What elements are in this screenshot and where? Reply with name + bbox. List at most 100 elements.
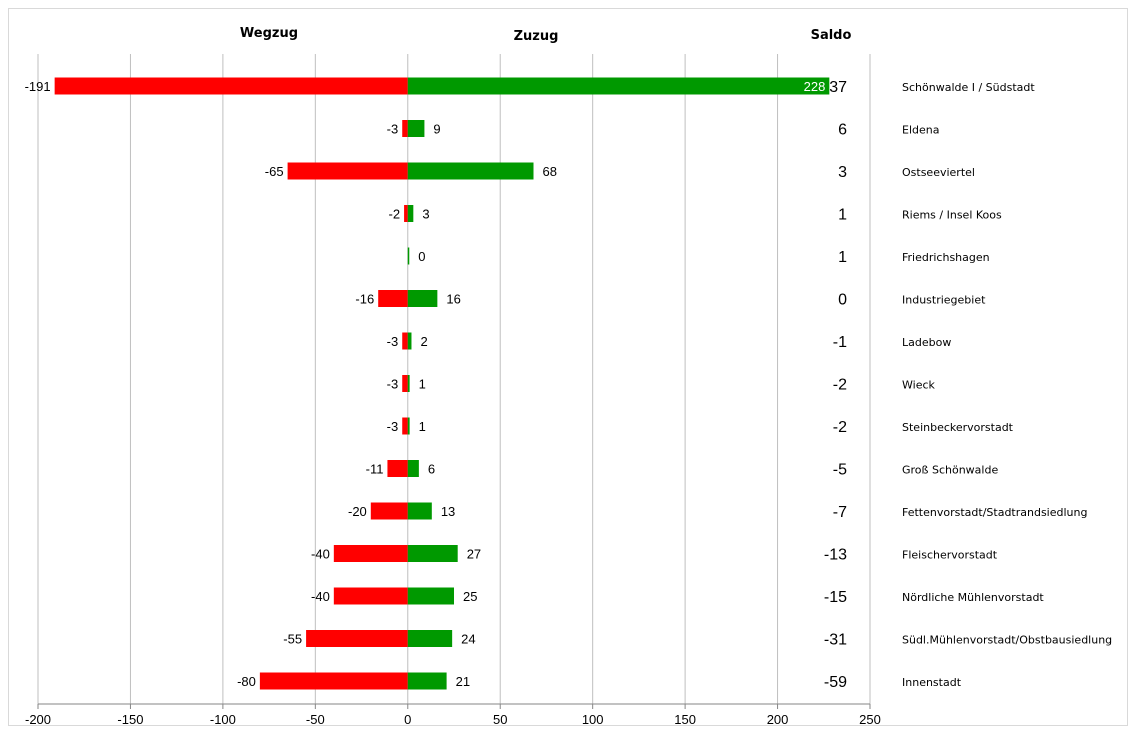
category-label: Industriegebiet bbox=[902, 294, 986, 307]
chart-area: -191 228 -3 9 -65 68 -2 3 0 -16 16 -3 2 -3 1 -3 1 -11 6 -20… bbox=[8, 8, 1128, 727]
saldo-value: 37 bbox=[829, 79, 847, 96]
header-zuzug: Zuzug bbox=[514, 29, 559, 44]
data-label-zuzug: 25 bbox=[463, 589, 477, 604]
bar-wegzug bbox=[333, 545, 408, 562]
category-label: Groß Schönwalde bbox=[902, 464, 998, 477]
data-label-wegzug: -3 bbox=[387, 419, 399, 434]
bar-wegzug bbox=[370, 502, 408, 520]
bar-zuzug bbox=[407, 587, 454, 605]
category-label: Schönwalde I / Südstadt bbox=[902, 81, 1035, 94]
saldo-value: -1 bbox=[833, 334, 847, 351]
bar-zuzug bbox=[407, 77, 830, 95]
bar-wegzug bbox=[333, 587, 408, 605]
category-label: Nördliche Mühlenvorstadt bbox=[902, 591, 1044, 604]
saldo-values: 37 6 3 1 1 0 -1 -2 -2 -5 -7 -13 -15 -31 -59 bbox=[824, 79, 847, 691]
bar-wegzug bbox=[387, 460, 408, 477]
category-label: Eldena bbox=[902, 124, 939, 137]
bar-zuzug bbox=[407, 205, 414, 222]
bar-wegzug bbox=[402, 332, 408, 350]
category-labels: Schönwalde I / Südstadt Eldena Ostseeviert… bbox=[902, 81, 1112, 689]
x-tick-label: 150 bbox=[674, 712, 696, 727]
bar-wegzug bbox=[54, 77, 408, 95]
bar-wegzug bbox=[306, 630, 408, 647]
data-label-zuzug: 6 bbox=[428, 462, 435, 477]
data-label-wegzug: -20 bbox=[348, 504, 367, 519]
data-labels: -191 228 -3 9 -65 68 -2 3 0 -16 16 -3 2 -3 1 -3 1 -11 6 -20… bbox=[25, 79, 826, 689]
data-label-wegzug: -65 bbox=[265, 164, 284, 179]
category-label: Innenstadt bbox=[902, 676, 962, 689]
data-label-wegzug: -2 bbox=[389, 207, 401, 222]
x-tick-label: -200 bbox=[25, 712, 51, 727]
data-label-wegzug: -80 bbox=[237, 674, 256, 689]
bar-zuzug bbox=[407, 332, 412, 350]
data-label-zuzug: 24 bbox=[461, 632, 475, 647]
category-label: Südl.Mühlenvorstadt/Obstbausiedlung bbox=[902, 634, 1112, 647]
category-label: Wieck bbox=[902, 379, 936, 392]
saldo-value: -2 bbox=[833, 377, 847, 394]
data-label-wegzug: -191 bbox=[25, 79, 51, 94]
header-saldo: Saldo bbox=[811, 28, 852, 43]
x-tick-label: -50 bbox=[306, 712, 325, 727]
category-label: Ostseeviertel bbox=[902, 166, 975, 179]
bar-wegzug bbox=[404, 205, 408, 222]
data-label-zuzug: 0 bbox=[418, 249, 425, 264]
bar-zuzug bbox=[407, 630, 453, 647]
bar-zuzug bbox=[407, 672, 447, 690]
bar-zuzug bbox=[407, 247, 410, 265]
x-tick-label: -150 bbox=[117, 712, 143, 727]
data-label-zuzug: 1 bbox=[419, 419, 426, 434]
data-label-wegzug: -3 bbox=[387, 122, 399, 137]
data-label-zuzug: 2 bbox=[420, 334, 427, 349]
category-label: Steinbeckervorstadt bbox=[902, 421, 1014, 434]
x-tick-label: 100 bbox=[582, 712, 604, 727]
saldo-value: -59 bbox=[824, 674, 847, 691]
bar-zuzug bbox=[407, 502, 432, 520]
bar-zuzug bbox=[407, 545, 458, 562]
category-label: Friedrichshagen bbox=[902, 251, 990, 264]
saldo-value: 1 bbox=[838, 207, 847, 224]
category-label: Fettenvorstadt/Stadtrandsiedlung bbox=[902, 506, 1087, 519]
bar-zuzug bbox=[407, 375, 410, 392]
data-label-wegzug: -55 bbox=[283, 632, 302, 647]
category-label: Ladebow bbox=[902, 336, 951, 349]
x-tick-label: 250 bbox=[859, 712, 881, 727]
bar-wegzug bbox=[402, 417, 408, 435]
bar-wegzug bbox=[287, 162, 408, 180]
bar-zuzug bbox=[407, 120, 425, 137]
x-tick-label: 50 bbox=[493, 712, 507, 727]
bar-zuzug bbox=[407, 162, 534, 180]
x-tick-label: 200 bbox=[767, 712, 789, 727]
bar-zuzug bbox=[407, 290, 438, 307]
bar-wegzug bbox=[402, 120, 408, 137]
data-label-zuzug: 13 bbox=[441, 504, 455, 519]
saldo-value: -5 bbox=[833, 462, 847, 479]
data-label-wegzug: -11 bbox=[366, 462, 384, 477]
category-label: Fleischervorstadt bbox=[902, 549, 998, 562]
saldo-value: 3 bbox=[838, 164, 847, 181]
data-label-wegzug: -3 bbox=[387, 377, 399, 392]
x-axis-ticks: -200 -150 -100 -50 0 50 100 150 200 250 bbox=[25, 703, 881, 727]
data-label-zuzug: 27 bbox=[467, 547, 481, 562]
data-label-zuzug: 9 bbox=[433, 122, 440, 137]
saldo-value: -31 bbox=[824, 632, 847, 649]
x-tick-label: 0 bbox=[404, 712, 411, 727]
saldo-value: -13 bbox=[824, 547, 847, 564]
saldo-value: 1 bbox=[838, 249, 847, 266]
bar-wegzug bbox=[259, 672, 408, 690]
bar-wegzug bbox=[378, 290, 408, 307]
bars bbox=[54, 77, 830, 690]
saldo-value: 0 bbox=[838, 292, 847, 309]
bar-zuzug bbox=[407, 417, 410, 435]
data-label-wegzug: -40 bbox=[311, 547, 330, 562]
header-wegzug: Wegzug bbox=[240, 26, 298, 41]
gridlines bbox=[37, 54, 871, 704]
data-label-wegzug: -16 bbox=[355, 292, 374, 307]
data-label-zuzug: 68 bbox=[543, 164, 557, 179]
bar-zuzug bbox=[407, 460, 419, 477]
data-label-zuzug: 3 bbox=[422, 207, 429, 222]
bar-wegzug bbox=[402, 375, 408, 392]
category-label: Riems / Insel Koos bbox=[902, 209, 1002, 222]
saldo-value: -7 bbox=[833, 504, 847, 521]
x-tick-label: -100 bbox=[210, 712, 236, 727]
data-label-zuzug: 16 bbox=[446, 292, 460, 307]
